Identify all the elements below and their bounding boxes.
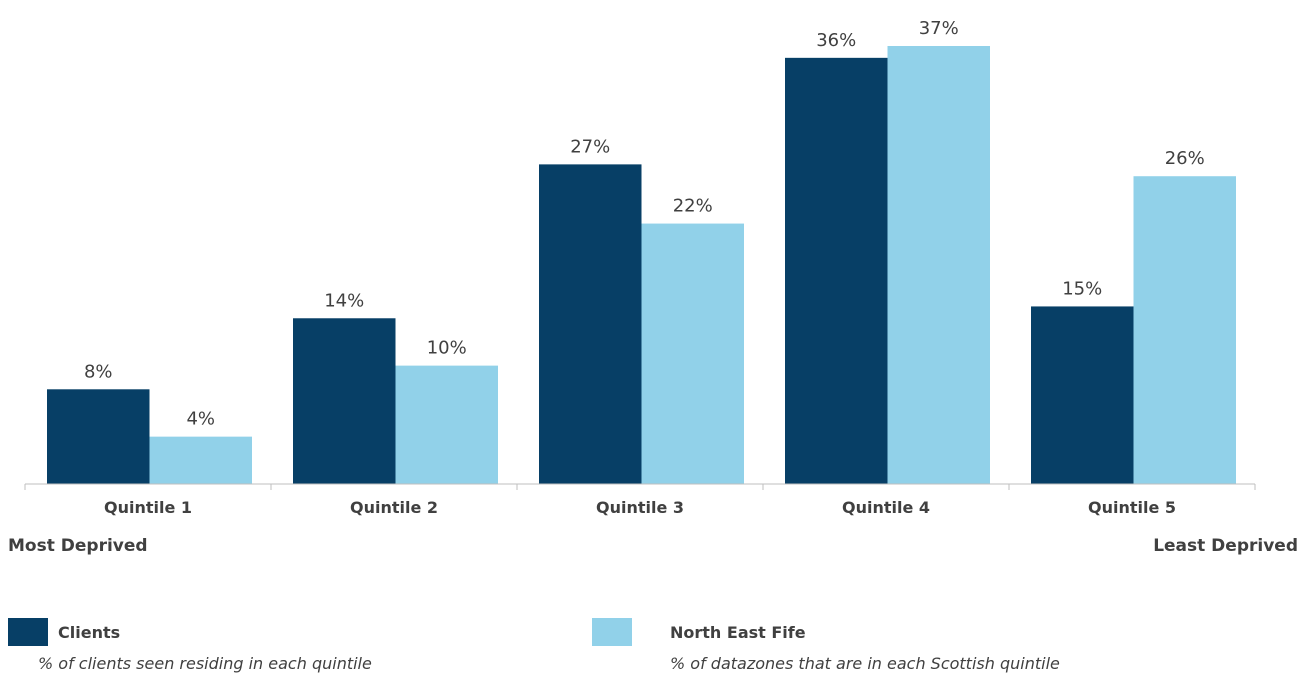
least-deprived-label: Least Deprived <box>1153 536 1298 556</box>
bar-north-east-fife-quintile-4 <box>887 46 990 484</box>
bar-clients-quintile-1 <box>47 389 150 484</box>
bar-north-east-fife-quintile-3 <box>641 223 744 484</box>
bar-clients-quintile-5 <box>1031 306 1134 484</box>
data-label-north-east-fife-quintile-5: 26% <box>1165 148 1205 169</box>
legend-swatch-clients <box>8 618 48 646</box>
data-label-clients-quintile-2: 14% <box>324 290 364 311</box>
x-tick-label-quintile-1: Quintile 1 <box>104 498 192 517</box>
data-label-clients-quintile-5: 15% <box>1062 278 1102 299</box>
bar-clients-quintile-4 <box>785 57 888 485</box>
x-tick-label-quintile-5: Quintile 5 <box>1088 498 1176 517</box>
data-label-clients-quintile-4: 36% <box>816 30 856 51</box>
data-labels-layer: 8% 4% 14% 10% 27% 22% 36% 37% 15% 26% <box>84 18 1205 430</box>
data-label-clients-quintile-3: 27% <box>570 136 610 157</box>
data-label-clients-quintile-1: 8% <box>84 361 113 382</box>
bar-north-east-fife-quintile-5 <box>1133 176 1236 484</box>
x-tick-label-quintile-3: Quintile 3 <box>596 498 684 517</box>
data-label-north-east-fife-quintile-3: 22% <box>673 196 713 217</box>
legend-label-north-east-fife: North East Fife <box>670 623 806 642</box>
most-deprived-label: Most Deprived <box>8 536 148 556</box>
x-tick-label-quintile-4: Quintile 4 <box>842 498 930 517</box>
legend-description-clients: % of clients seen residing in each quint… <box>38 654 372 673</box>
legend-description-north-east-fife: % of datazones that are in each Scottish… <box>670 654 1060 673</box>
data-label-north-east-fife-quintile-4: 37% <box>919 18 959 39</box>
bar-clients-quintile-2 <box>293 318 396 484</box>
bar-north-east-fife-quintile-2 <box>395 365 498 484</box>
data-label-north-east-fife-quintile-2: 10% <box>427 338 467 359</box>
bars-layer <box>47 46 1236 485</box>
x-tick-label-quintile-2: Quintile 2 <box>350 498 438 517</box>
x-axis: Quintile 1 Quintile 2 Quintile 3 Quintile 4… <box>24 483 1256 517</box>
data-label-north-east-fife-quintile-1: 4% <box>186 409 215 430</box>
legend-label-clients: Clients <box>58 623 121 642</box>
bar-north-east-fife-quintile-1 <box>149 436 252 484</box>
bar-clients-quintile-3 <box>539 164 642 485</box>
legend-swatch-north-east-fife <box>592 618 632 646</box>
